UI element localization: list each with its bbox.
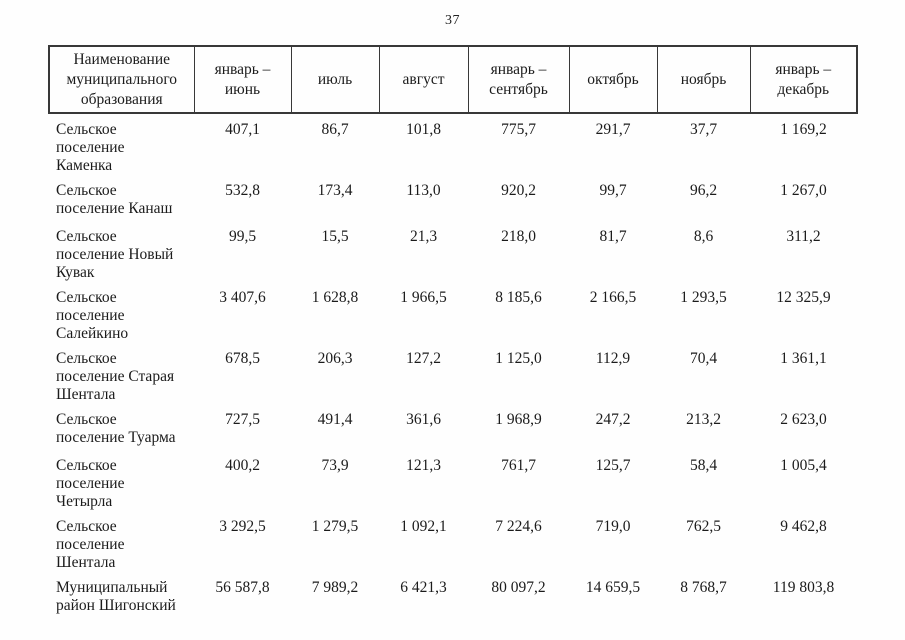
value-cell: 1 267,0 (780, 182, 827, 199)
column-header: январь – сентябрь (467, 45, 570, 114)
table-row: Сельское поселение Четырла 400,2 73,9 121,… (49, 450, 857, 511)
value-cell: 58,4 (689, 457, 718, 474)
value-cell: 8 185,6 (495, 289, 542, 306)
value-cell: 12 325,9 (776, 289, 831, 306)
value-cell: 1 966,5 (400, 289, 447, 306)
value-cell: 491,4 (317, 411, 353, 428)
value-cell: 9 462,8 (780, 518, 827, 535)
value-cell: 80 097,2 (491, 579, 546, 596)
municipality-name-cell: Сельское поселение Старая Шентала (56, 350, 175, 403)
value-cell: 113,0 (406, 182, 441, 199)
value-cell: 3 292,5 (219, 518, 266, 535)
column-header: январь – июнь (193, 45, 292, 114)
value-cell: 112,9 (595, 350, 631, 367)
value-cell: 14 659,5 (585, 579, 641, 596)
value-cell: 2 623,0 (780, 411, 827, 428)
value-cell: 206,3 (317, 350, 353, 367)
municipality-name-cell: Сельское поселение Туарма (56, 411, 176, 446)
value-cell: 727,5 (225, 411, 260, 428)
municipality-name-cell: Сельское поселение Каменка (56, 121, 125, 174)
value-cell: 761,7 (501, 457, 536, 474)
column-header: октябрь (568, 45, 658, 114)
table-row: Сельское поселение Туарма 727,5 491,4 361,… (49, 404, 857, 450)
value-cell: 1 293,5 (680, 289, 727, 306)
value-cell: 99,5 (228, 228, 257, 245)
value-cell: 1 361,1 (780, 350, 827, 367)
column-header: август (378, 45, 469, 114)
column-header: июль (290, 45, 380, 114)
page-number: 37 (445, 13, 460, 28)
table-row: Сельское поселение Каменка 407,1 86,7 101,… (49, 113, 857, 175)
value-cell: 56 587,8 (215, 579, 270, 596)
value-cell: 70,4 (689, 350, 718, 367)
value-cell: 775,7 (501, 121, 536, 138)
value-cell: 311,2 (786, 228, 821, 245)
value-cell: 213,2 (686, 411, 721, 428)
column-header: Наименование муниципального образования (48, 45, 195, 114)
value-cell: 762,5 (686, 518, 721, 535)
municipality-name-cell: Сельское поселение Шентала (56, 518, 125, 571)
value-cell: 6 421,3 (400, 579, 447, 596)
value-cell: 119 803,8 (772, 579, 835, 596)
value-cell: 1 092,1 (400, 518, 447, 535)
table-row: Сельское поселение Новый Кувак 99,5 15,5 2… (49, 221, 857, 282)
table-row: Сельское поселение Канаш 532,8 173,4 113,0… (49, 175, 857, 221)
table-header: Наименование муниципального образования я… (48, 45, 858, 114)
value-cell: 920,2 (501, 182, 536, 199)
value-cell: 99,7 (599, 182, 627, 199)
table-row: Сельское поселение Старая Шентала 678,5 2… (49, 343, 857, 404)
value-cell: 21,3 (409, 228, 438, 245)
value-cell: 1 279,5 (311, 518, 359, 535)
value-cell: 1 169,2 (780, 121, 827, 138)
value-cell: 173,4 (317, 182, 353, 199)
table-body: Сельское поселение Каменка 407,1 86,7 101,… (49, 113, 857, 618)
value-cell: 407,1 (225, 121, 260, 138)
value-cell: 96,2 (689, 182, 718, 199)
value-cell: 121,3 (406, 457, 441, 474)
value-cell: 361,6 (406, 411, 441, 428)
value-cell: 1 968,9 (495, 411, 542, 428)
column-header: ноябрь (656, 45, 751, 114)
municipality-name-cell: Сельское поселение Канаш (56, 182, 173, 217)
value-cell: 8 768,7 (680, 579, 727, 596)
value-cell: 86,7 (321, 121, 349, 138)
value-cell: 678,5 (225, 350, 260, 367)
value-cell: 3 407,6 (219, 289, 266, 306)
value-cell: 1 125,0 (495, 350, 542, 367)
value-cell: 15,5 (321, 228, 349, 245)
value-cell: 8,6 (693, 228, 714, 245)
value-cell: 7 224,6 (495, 518, 542, 535)
value-cell: 1 628,8 (311, 289, 359, 306)
value-cell: 127,2 (406, 350, 441, 367)
value-cell: 719,0 (595, 518, 631, 535)
value-cell: 218,0 (501, 228, 536, 245)
table-row: Сельское поселение Шентала 3 292,5 1 279,… (49, 511, 857, 572)
municipality-name-cell: Сельское поселение Новый Кувак (56, 228, 174, 281)
value-cell: 37,7 (689, 121, 718, 138)
value-cell: 125,7 (595, 457, 631, 474)
value-cell: 532,8 (225, 182, 260, 199)
table-row: Сельское поселение Салейкино 3 407,6 1 62… (49, 282, 857, 343)
value-cell: 247,2 (595, 411, 631, 428)
municipality-name-cell: Сельское поселение Салейкино (56, 289, 129, 342)
data-table: Наименование муниципального образования я… (48, 45, 858, 618)
header-row: Наименование муниципального образования я… (48, 45, 858, 114)
value-cell: 400,2 (225, 457, 260, 474)
value-cell: 81,7 (599, 228, 627, 245)
value-cell: 7 989,2 (311, 579, 359, 596)
municipality-name-cell: Сельское поселение Четырла (56, 457, 125, 510)
value-cell: 73,9 (321, 457, 349, 474)
column-header: январь – декабрь (749, 45, 858, 114)
table-row: Муниципальный район Шигонский 56 587,8 7 … (49, 572, 857, 618)
value-cell: 101,8 (406, 121, 441, 138)
value-cell: 291,7 (595, 121, 631, 138)
value-cell: 1 005,4 (780, 457, 827, 474)
municipality-name-cell: Муниципальный район Шигонский (56, 579, 176, 614)
value-cell: 2 166,5 (589, 289, 637, 306)
